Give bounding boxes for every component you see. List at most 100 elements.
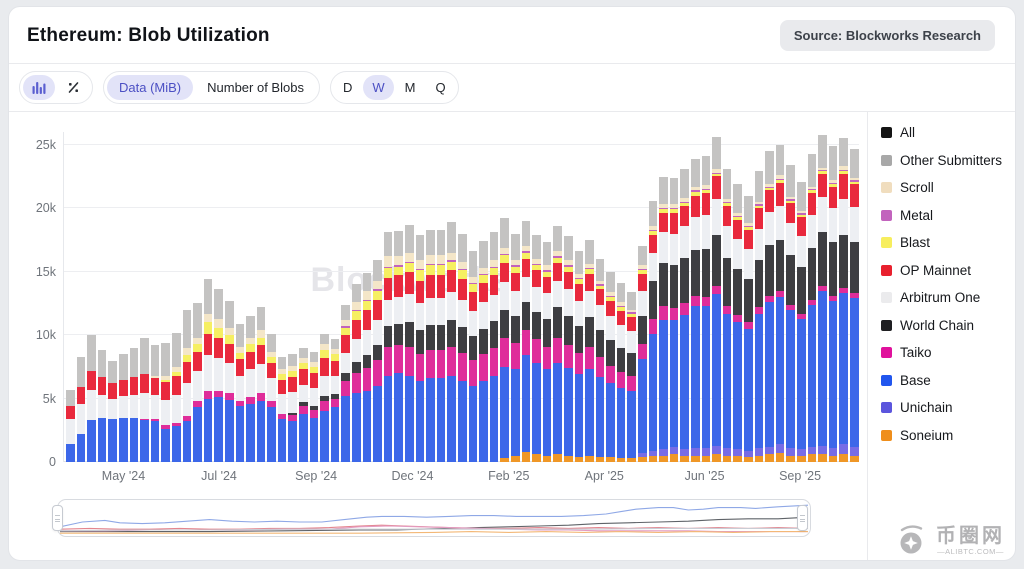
bar-week-40[interactable]	[479, 132, 488, 462]
bar-week-29[interactable]	[362, 132, 372, 462]
bar-week-74[interactable]	[839, 132, 848, 462]
bar-week-18[interactable]	[246, 132, 255, 462]
interval-option-d[interactable]: D	[342, 80, 353, 95]
bar-week-42[interactable]	[500, 132, 509, 462]
legend-item-world-chain[interactable]: World Chain	[881, 318, 1009, 333]
bar-week-58[interactable]	[669, 132, 679, 462]
bar-week-36[interactable]	[436, 132, 446, 462]
legend-item-soneium[interactable]: Soneium	[881, 428, 1009, 443]
bar-week-17[interactable]	[235, 132, 245, 462]
bar-week-51[interactable]	[595, 132, 605, 462]
bar-week-32[interactable]	[394, 132, 403, 462]
interval-option-w[interactable]: W	[363, 75, 394, 100]
legend-item-unichain[interactable]: Unichain	[881, 400, 1009, 415]
bar-week-53[interactable]	[616, 132, 626, 462]
bar-week-54[interactable]	[627, 132, 637, 462]
brush-handle-right[interactable]	[797, 505, 808, 531]
bar-week-10[interactable]	[161, 132, 170, 462]
bar-week-55[interactable]	[638, 132, 647, 462]
bar-week-1[interactable]	[66, 132, 75, 462]
bar-chart-toggle[interactable]	[23, 75, 55, 100]
bar-segment-taiko	[224, 393, 234, 400]
bar-week-45[interactable]	[532, 132, 541, 462]
bar-week-26[interactable]	[330, 132, 340, 462]
bar-week-3[interactable]	[87, 132, 96, 462]
bar-week-68[interactable]	[775, 132, 785, 462]
legend-item-other-submitters[interactable]: Other Submitters	[881, 153, 1009, 168]
bar-week-61[interactable]	[701, 132, 711, 462]
bar-week-30[interactable]	[373, 132, 382, 462]
bar-week-50[interactable]	[585, 132, 594, 462]
bar-week-23[interactable]	[299, 132, 308, 462]
bar-week-59[interactable]	[680, 132, 690, 462]
bar-week-56[interactable]	[648, 132, 658, 462]
bar-week-12[interactable]	[182, 132, 192, 462]
bar-week-19[interactable]	[256, 132, 266, 462]
bar-week-28[interactable]	[352, 132, 361, 462]
range-brush[interactable]	[52, 499, 811, 537]
bar-week-15[interactable]	[214, 132, 223, 462]
bar-week-2[interactable]	[76, 132, 86, 462]
bar-week-38[interactable]	[457, 132, 467, 462]
bar-week-31[interactable]	[383, 132, 393, 462]
bar-week-39[interactable]	[468, 132, 478, 462]
bar-week-72[interactable]	[818, 132, 827, 462]
bar-week-52[interactable]	[606, 132, 615, 462]
legend-item-op-mainnet[interactable]: OP Mainnet	[881, 263, 1009, 278]
bar-week-9[interactable]	[150, 132, 160, 462]
bar-week-75[interactable]	[849, 132, 859, 462]
bar-week-47[interactable]	[553, 132, 562, 462]
bar-week-13[interactable]	[193, 132, 202, 462]
interval-option-m[interactable]: M	[404, 80, 416, 95]
bar-week-7[interactable]	[129, 132, 139, 462]
bar-week-14[interactable]	[203, 132, 213, 462]
bar-week-63[interactable]	[722, 132, 732, 462]
bar-week-62[interactable]	[712, 132, 721, 462]
bar-week-65[interactable]	[744, 132, 753, 462]
bar-week-67[interactable]	[765, 132, 774, 462]
bar-week-44[interactable]	[521, 132, 531, 462]
bar-week-60[interactable]	[691, 132, 700, 462]
bar-week-33[interactable]	[405, 132, 414, 462]
bar-week-5[interactable]	[108, 132, 117, 462]
metric-option-number-of-blobs[interactable]: Number of Blobs	[207, 80, 304, 95]
bar-week-11[interactable]	[171, 132, 181, 462]
legend-item-arbitrum-one[interactable]: Arbitrum One	[881, 290, 1009, 305]
bar-week-24[interactable]	[309, 132, 319, 462]
bar-week-37[interactable]	[447, 132, 456, 462]
bar-week-20[interactable]	[267, 132, 276, 462]
bar-week-49[interactable]	[574, 132, 584, 462]
bar-week-6[interactable]	[118, 132, 128, 462]
legend-item-scroll[interactable]: Scroll	[881, 180, 1009, 195]
legend-item-taiko[interactable]: Taiko	[881, 345, 1009, 360]
bar-week-70[interactable]	[796, 132, 806, 462]
bar-week-71[interactable]	[807, 132, 817, 462]
percent-toggle[interactable]	[57, 75, 89, 100]
bar-week-21[interactable]	[277, 132, 287, 462]
bar-week-25[interactable]	[320, 132, 329, 462]
bar-week-46[interactable]	[542, 132, 552, 462]
interval-option-q[interactable]: Q	[435, 80, 446, 95]
bar-week-16[interactable]	[224, 132, 234, 462]
legend-item-blast[interactable]: Blast	[881, 235, 1009, 250]
bar-week-8[interactable]	[140, 132, 149, 462]
bar-week-43[interactable]	[510, 132, 520, 462]
legend-item-metal[interactable]: Metal	[881, 208, 1009, 223]
bar-week-66[interactable]	[754, 132, 764, 462]
bar-week-64[interactable]	[733, 132, 742, 462]
bar-week-69[interactable]	[786, 132, 795, 462]
brush-handle-left[interactable]	[52, 505, 63, 531]
bar-week-27[interactable]	[341, 132, 351, 462]
metric-option-data-mib-[interactable]: Data (MiB)	[107, 75, 194, 100]
legend-item-all[interactable]: All	[881, 125, 1009, 140]
bar-week-22[interactable]	[288, 132, 298, 462]
bar-week-4[interactable]	[97, 132, 107, 462]
x-tick-label: Jun '25	[684, 469, 725, 483]
bar-week-48[interactable]	[563, 132, 573, 462]
bar-week-41[interactable]	[489, 132, 499, 462]
bar-week-34[interactable]	[415, 132, 425, 462]
legend-item-base[interactable]: Base	[881, 373, 1009, 388]
bar-week-35[interactable]	[426, 132, 435, 462]
bar-week-73[interactable]	[828, 132, 838, 462]
bar-week-57[interactable]	[659, 132, 668, 462]
